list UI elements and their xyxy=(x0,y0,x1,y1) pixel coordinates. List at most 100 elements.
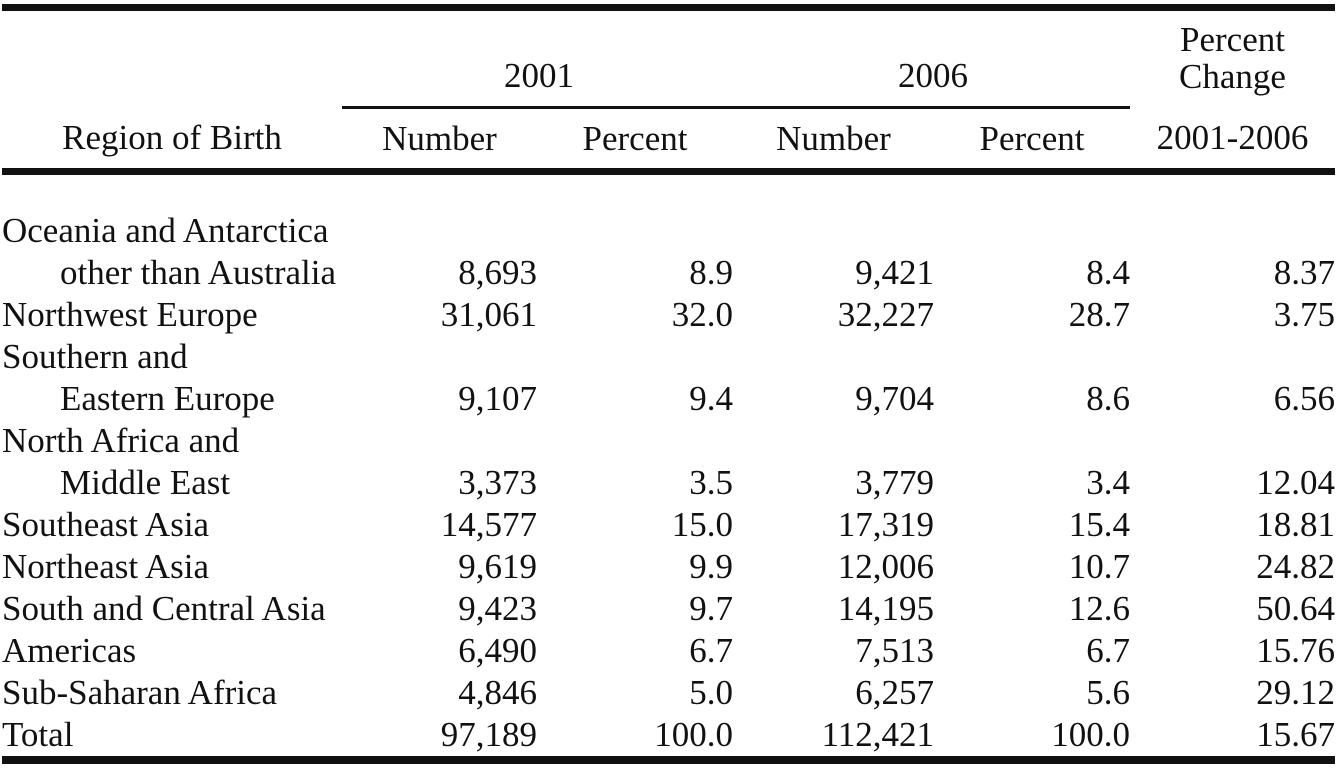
percent-change-cell: 12.04 xyxy=(1256,463,1335,502)
year-2001-header: 2001 xyxy=(504,56,574,95)
percent-2006-cell: 15.4 xyxy=(1068,505,1130,544)
percent-2006-cell: 3.4 xyxy=(1086,463,1130,502)
percent-2001-cell xyxy=(537,210,733,252)
percent-2006-cell xyxy=(934,336,1130,378)
number-2006-header: Number xyxy=(733,107,934,175)
header-gap-row xyxy=(2,172,1335,211)
percent-2006-cell xyxy=(934,420,1130,462)
percent-2006-cell: 5.6 xyxy=(1086,673,1130,712)
region-label: Northeast Asia xyxy=(2,547,210,586)
percent-change-cell: 15.76 xyxy=(1256,631,1335,670)
percent-2006-cell: 6.7 xyxy=(1086,631,1130,670)
percent-2006-cell: 100.0 xyxy=(1051,715,1130,754)
region-label: Middle East xyxy=(60,463,231,502)
number-2006-cell xyxy=(733,336,934,378)
number-2006-cell: 14,195 xyxy=(837,589,934,628)
percent-change-cell: 6.56 xyxy=(1273,379,1335,418)
percent-2001-cell xyxy=(537,336,733,378)
percent-change-header-line2: Change xyxy=(1179,57,1286,96)
percent-2001-cell: 8.9 xyxy=(689,253,733,292)
number-2001-cell xyxy=(342,210,537,252)
number-2006-cell: 7,513 xyxy=(855,631,934,670)
number-2001-cell: 9,107 xyxy=(458,379,537,418)
table-row: Sub-Saharan Africa 4,846 5.0 6,257 5.6 29.12 xyxy=(2,672,1335,714)
percent-2006-cell: 12.6 xyxy=(1068,589,1130,628)
region-label: Southern and xyxy=(2,337,188,376)
table-row: North Africa and xyxy=(2,420,1335,462)
number-2006-cell: 9,421 xyxy=(855,253,934,292)
percent-2006-cell: 8.4 xyxy=(1086,253,1130,292)
percent-change-cell: 8.37 xyxy=(1273,253,1335,292)
table-row: Total 97,189 100.0 112,421 100.0 15.67 xyxy=(2,714,1335,756)
percent-change-cell: 15.67 xyxy=(1256,715,1335,754)
percent-change-cell: 50.64 xyxy=(1256,589,1335,628)
percent-change-cell: 24.82 xyxy=(1256,547,1335,586)
region-of-birth-header: Region of Birth xyxy=(2,107,342,175)
percent-2001-cell: 6.7 xyxy=(689,631,733,670)
number-2006-cell xyxy=(733,210,934,252)
percent-2001-cell: 5.0 xyxy=(689,673,733,712)
region-label: Southeast Asia xyxy=(2,505,210,544)
table-row: other than Australia 8,693 8.9 9,421 8.4 8.37 xyxy=(2,252,1335,294)
percent-change-cell xyxy=(1130,210,1335,252)
table-row: Northeast Asia 9,619 9.9 12,006 10.7 24.82 xyxy=(2,546,1335,588)
percent-2001-cell: 9.9 xyxy=(689,547,733,586)
region-label: Eastern Europe xyxy=(60,379,275,418)
percent-2001-cell: 32.0 xyxy=(671,295,733,334)
table-row: Oceania and Antarctica xyxy=(2,210,1335,252)
table-row: Americas 6,490 6.7 7,513 6.7 15.76 xyxy=(2,630,1335,672)
number-2001-header: Number xyxy=(342,107,537,175)
region-label: other than Australia xyxy=(60,253,337,292)
percent-2006-cell: 28.7 xyxy=(1068,295,1130,334)
year-group-header-row: 2001 2006 Percent Change xyxy=(2,11,1335,109)
region-of-birth-table: 2001 2006 Percent Change Region of Birth… xyxy=(2,11,1335,756)
percent-2001-cell: 3.5 xyxy=(689,463,733,502)
number-2006-cell: 12,006 xyxy=(837,547,934,586)
number-2006-cell: 9,704 xyxy=(855,379,934,418)
percent-change-header-line1: Percent xyxy=(1180,20,1285,59)
region-label: South and Central Asia xyxy=(2,589,326,628)
percent-2001-cell: 15.0 xyxy=(671,505,733,544)
table-row: Southern and xyxy=(2,336,1335,378)
percent-2006-cell xyxy=(934,210,1130,252)
table-body: Oceania and Antarctica other than Austral… xyxy=(2,172,1335,757)
number-2001-cell: 3,373 xyxy=(458,463,537,502)
region-label: Sub-Saharan Africa xyxy=(2,673,278,712)
number-2006-cell xyxy=(733,420,934,462)
number-2001-cell: 31,061 xyxy=(440,295,537,334)
table-row: Middle East 3,373 3.5 3,779 3.4 12.04 xyxy=(2,462,1335,504)
number-2001-cell: 97,189 xyxy=(440,715,537,754)
table-row: South and Central Asia 9,423 9.7 14,195 12.6… xyxy=(2,588,1335,630)
year-2006-header: 2006 xyxy=(898,56,968,95)
column-header-row: Region of Birth Number Percent Number Pe… xyxy=(2,107,1335,175)
table-row: Southeast Asia 14,577 15.0 17,319 15.4 18.81 xyxy=(2,504,1335,546)
percent-2001-cell: 9.7 xyxy=(689,589,733,628)
number-2006-cell: 3,779 xyxy=(855,463,934,502)
number-2001-cell: 4,846 xyxy=(458,673,537,712)
number-2001-cell: 6,490 xyxy=(458,631,537,670)
percent-2006-header: Percent xyxy=(934,107,1130,175)
table-row: Northwest Europe 31,061 32.0 32,227 28.7 3.75 xyxy=(2,294,1335,336)
percent-change-cell: 29.12 xyxy=(1256,673,1335,712)
number-2006-cell: 112,421 xyxy=(821,715,934,754)
number-2001-cell: 14,577 xyxy=(440,505,537,544)
percent-2006-cell: 10.7 xyxy=(1068,547,1130,586)
number-2001-cell: 9,619 xyxy=(458,547,537,586)
percent-change-cell xyxy=(1130,420,1335,462)
percent-2006-cell: 8.6 xyxy=(1086,379,1130,418)
region-label: Total xyxy=(2,715,74,754)
percent-change-header-cell: Percent Change xyxy=(1130,11,1335,108)
percent-change-cell xyxy=(1130,336,1335,378)
number-2001-cell: 9,423 xyxy=(458,589,537,628)
table-row: Eastern Europe 9,107 9.4 9,704 8.6 6.56 xyxy=(2,378,1335,420)
change-range-header: 2001-2006 xyxy=(1130,107,1335,175)
percent-2001-cell: 9.4 xyxy=(689,379,733,418)
number-2006-cell: 17,319 xyxy=(837,505,934,544)
number-2001-cell xyxy=(342,336,537,378)
region-label: North Africa and xyxy=(2,421,240,460)
number-2001-cell xyxy=(342,420,537,462)
region-label: Americas xyxy=(2,631,137,670)
number-2001-cell: 8,693 xyxy=(458,253,537,292)
percent-change-cell: 3.75 xyxy=(1273,295,1335,334)
number-2006-cell: 6,257 xyxy=(855,673,934,712)
